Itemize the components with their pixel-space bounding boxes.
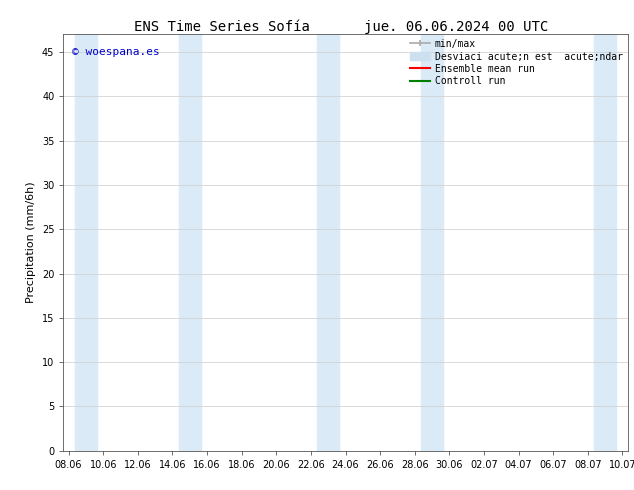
- Y-axis label: Precipitation (mm/6h): Precipitation (mm/6h): [27, 182, 36, 303]
- Bar: [179, 34, 201, 451]
- Bar: [75, 34, 97, 451]
- Bar: [594, 34, 616, 451]
- Text: ENS Time Series Sofía: ENS Time Series Sofía: [134, 20, 310, 34]
- Bar: [421, 34, 443, 451]
- Bar: [317, 34, 339, 451]
- Text: jue. 06.06.2024 00 UTC: jue. 06.06.2024 00 UTC: [365, 20, 548, 34]
- Legend: min/max, Desviaci acute;n est  acute;ndar, Ensemble mean run, Controll run: min/max, Desviaci acute;n est acute;ndar…: [406, 35, 626, 90]
- Text: © woespana.es: © woespana.es: [72, 47, 160, 57]
